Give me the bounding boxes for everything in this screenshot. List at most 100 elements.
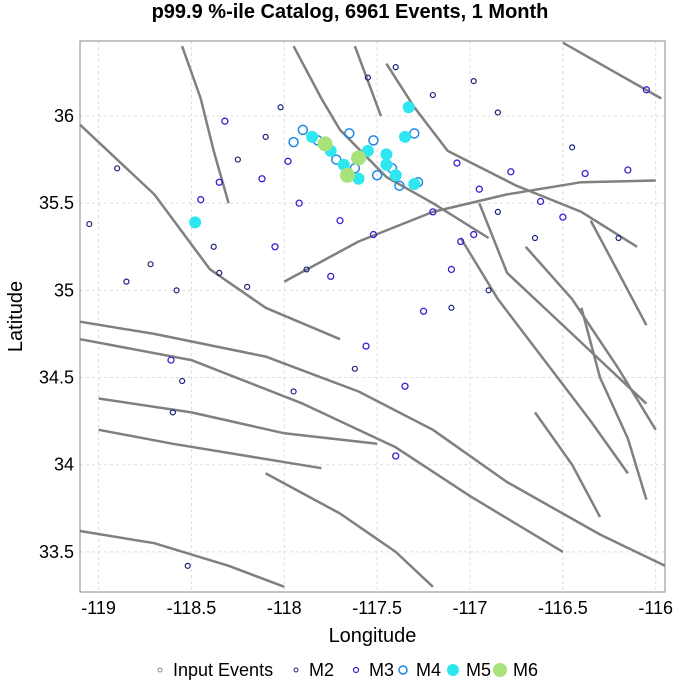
event-point-m3 xyxy=(624,166,632,174)
fault-line xyxy=(524,245,657,431)
event-point-m3 xyxy=(447,265,456,274)
event-point-m2 xyxy=(114,165,121,172)
x-tick-label: -118 xyxy=(267,598,302,618)
event-point-m4 xyxy=(288,136,299,148)
fault-line xyxy=(459,237,629,475)
event-point-m2 xyxy=(615,234,622,242)
event-point-m3 xyxy=(419,307,428,315)
y-tick-labels: 33.5 34 34.5 35 35.5 36 xyxy=(39,106,74,562)
fault-line xyxy=(580,307,648,500)
event-point-m2 xyxy=(173,287,180,294)
fault-line xyxy=(283,179,656,283)
event-point-m4 xyxy=(344,128,355,139)
event-point-m2 xyxy=(485,287,492,294)
event-point-m2 xyxy=(531,234,539,242)
event-point-m2 xyxy=(303,266,310,273)
event-point-m2 xyxy=(179,377,186,385)
event-point-m2 xyxy=(494,109,501,116)
legend-label: Input Events xyxy=(173,660,273,680)
event-point-m2 xyxy=(262,133,269,141)
y-axis-label: Latitude xyxy=(5,281,27,352)
legend-marker-m2 xyxy=(293,667,299,673)
fault-line xyxy=(79,320,666,567)
event-point-m6 xyxy=(317,136,333,152)
legend-label: M4 xyxy=(416,660,441,680)
event-point-m3 xyxy=(284,157,292,165)
event-point-m3 xyxy=(167,356,175,364)
event-point-m2 xyxy=(364,74,371,81)
chart-title: p99.9 %-ile Catalog, 6961 Events, 1 Mont… xyxy=(151,1,549,23)
event-point-m5 xyxy=(389,169,402,182)
fault-line xyxy=(180,45,230,204)
fault-line xyxy=(385,63,638,248)
fault-line xyxy=(478,202,648,405)
grid-lines xyxy=(80,41,665,592)
event-point-m3 xyxy=(215,178,223,186)
event-point-m3 xyxy=(258,175,266,183)
y-tick-label: 33.5 xyxy=(39,542,74,562)
event-point-m2 xyxy=(86,220,93,228)
fault-line xyxy=(98,428,322,470)
fault-line xyxy=(79,337,564,553)
event-point-m2 xyxy=(244,283,251,290)
event-point-m3 xyxy=(392,452,400,460)
event-point-m4 xyxy=(368,135,379,146)
event-point-m2 xyxy=(123,278,130,285)
event-point-m5 xyxy=(399,130,411,143)
y-tick-label: 36 xyxy=(54,106,74,126)
event-point-m4 xyxy=(371,170,383,181)
legend-label: M3 xyxy=(369,660,394,680)
event-point-m3 xyxy=(581,169,589,178)
event-point-m3 xyxy=(327,272,335,281)
legend-marker-m3 xyxy=(352,666,360,674)
x-tick-label: -117.5 xyxy=(352,598,402,618)
event-point-m2 xyxy=(210,243,217,250)
x-tick-label: -116 xyxy=(638,598,673,618)
y-tick-label: 35.5 xyxy=(39,193,74,213)
event-point-m5 xyxy=(189,216,202,229)
x-tick-label: -117 xyxy=(453,598,488,618)
event-point-m3 xyxy=(453,159,461,167)
fault-line xyxy=(589,220,648,326)
event-point-m3 xyxy=(221,117,229,125)
fault-line xyxy=(79,123,341,341)
event-point-m2 xyxy=(216,269,223,277)
y-tick-label: 35 xyxy=(54,280,74,300)
legend-marker-input xyxy=(157,667,163,673)
event-point-m3 xyxy=(401,382,409,390)
event-point-m5 xyxy=(380,148,393,161)
event-point-m2 xyxy=(147,261,154,268)
event-point-m2 xyxy=(392,64,399,71)
fault-line xyxy=(353,45,383,117)
legend-marker-m4 xyxy=(398,665,408,675)
event-point-m5 xyxy=(402,101,415,114)
event-point-m3 xyxy=(369,230,378,239)
legend: Input Events M2 M3 M4 M5 M6 xyxy=(157,660,538,680)
event-point-m2 xyxy=(351,365,358,372)
event-point-m3 xyxy=(362,342,370,350)
fault-line xyxy=(562,41,662,100)
event-point-m2 xyxy=(494,208,501,215)
event-point-m3 xyxy=(429,208,437,216)
event-point-m3 xyxy=(457,237,465,246)
event-point-m4 xyxy=(394,180,405,191)
event-point-m3 xyxy=(559,213,567,221)
fault-line xyxy=(265,472,434,588)
y-tick-label: 34 xyxy=(54,455,74,475)
event-point-m3 xyxy=(470,230,478,239)
x-tick-label: -119 xyxy=(81,598,116,618)
event-point-m5 xyxy=(306,130,319,143)
event-point-m3 xyxy=(271,243,279,251)
event-point-m5 xyxy=(380,158,393,171)
event-point-m2 xyxy=(470,78,477,85)
legend-marker-m5 xyxy=(447,664,459,676)
event-point-m2 xyxy=(169,409,176,416)
event-point-m6 xyxy=(351,150,367,166)
event-point-m4 xyxy=(409,128,420,139)
event-point-m3 xyxy=(642,86,651,94)
event-point-m6 xyxy=(339,167,355,183)
legend-marker-m6 xyxy=(493,663,507,677)
event-point-m3 xyxy=(197,196,205,204)
event-point-m2 xyxy=(277,104,284,111)
event-markers xyxy=(86,64,651,569)
